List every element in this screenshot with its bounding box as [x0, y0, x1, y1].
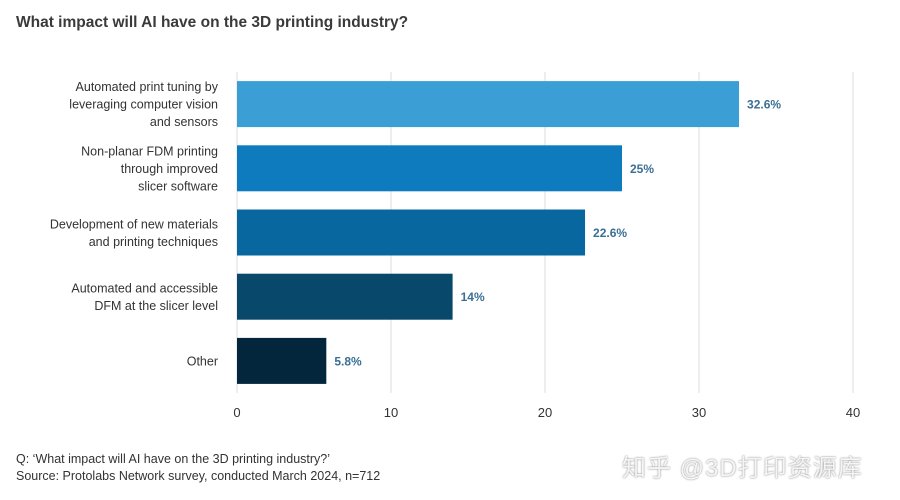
bar-3	[237, 273, 453, 320]
x-tick-label: 30	[692, 405, 706, 420]
value-label: 22.6%	[593, 226, 627, 240]
bar-1	[237, 145, 622, 192]
value-label: 32.6%	[747, 98, 781, 112]
category-label: Automated and accessible	[71, 281, 218, 295]
chart-footer: Q: ‘What impact will AI have on the 3D p…	[16, 451, 380, 485]
category-label: through improved	[121, 162, 218, 176]
x-tick-label: 0	[233, 405, 240, 420]
bar-chart: 0 10 20 30 40 32.6% Automated print tuning by l…	[50, 72, 860, 420]
value-label: 5.8%	[334, 354, 362, 368]
x-tick-label: 40	[846, 405, 860, 420]
category-label: Automated print tuning by	[76, 80, 219, 94]
category-label: and sensors	[150, 115, 218, 129]
chart-title: What impact will AI have on the 3D print…	[16, 14, 409, 31]
category-label: Non-planar FDM printing	[81, 144, 218, 158]
survey-question: Q: ‘What impact will AI have on the 3D p…	[16, 452, 331, 466]
category-label: leveraging computer vision	[69, 98, 218, 112]
watermark: 知乎 @3D打印资源库	[622, 455, 863, 482]
category-label: Other	[187, 354, 218, 368]
category-label: slicer software	[138, 179, 218, 193]
survey-source: Source: Protolabs Network survey, conduc…	[16, 469, 381, 483]
bar-0	[237, 81, 740, 128]
category-label: DFM at the slicer level	[94, 299, 218, 313]
x-tick-label: 10	[384, 405, 398, 420]
bar-4	[237, 337, 327, 384]
value-label: 14%	[461, 290, 485, 304]
category-label: and printing techniques	[89, 235, 218, 249]
bar-2	[237, 209, 586, 256]
category-label: Development of new materials	[50, 217, 218, 231]
value-label: 25%	[630, 162, 654, 176]
x-tick-label: 20	[538, 405, 552, 420]
